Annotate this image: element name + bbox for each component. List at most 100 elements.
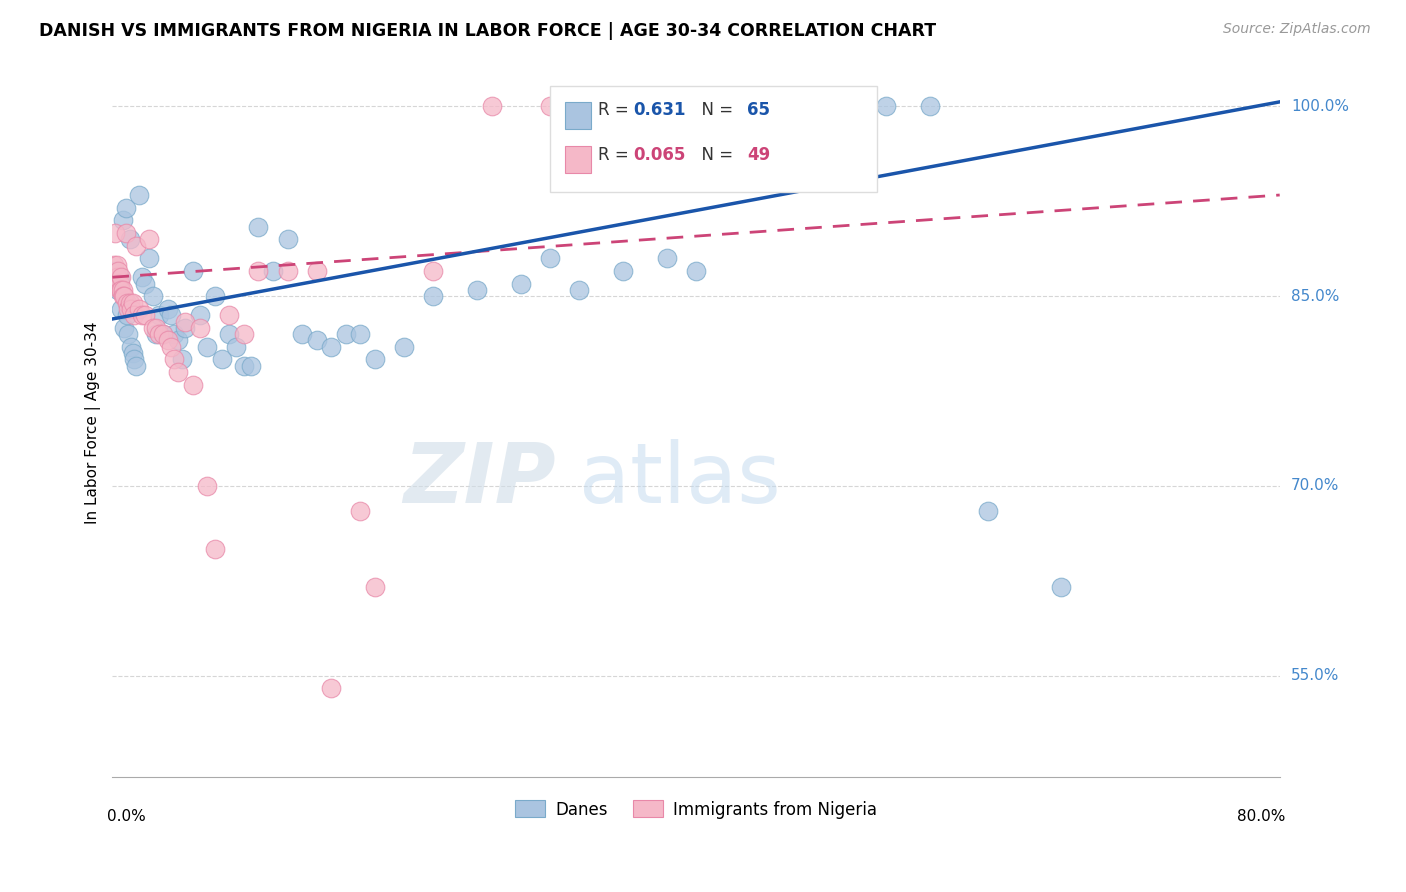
Point	[394, 340, 416, 354]
Point	[125, 359, 148, 373]
Point	[247, 264, 270, 278]
Point	[124, 352, 146, 367]
Text: 49: 49	[748, 146, 770, 164]
Point	[104, 264, 127, 278]
Point	[159, 340, 181, 354]
Point	[152, 327, 174, 342]
Point	[188, 308, 211, 322]
Point	[364, 352, 387, 367]
Point	[108, 283, 131, 297]
Point	[145, 327, 167, 342]
Point	[174, 314, 197, 328]
Text: 70.0%: 70.0%	[1291, 478, 1339, 493]
Point	[105, 258, 128, 272]
Point	[918, 99, 941, 113]
Text: atlas: atlas	[579, 439, 782, 520]
Point	[134, 277, 156, 291]
Point	[115, 308, 138, 322]
Text: DANISH VS IMMIGRANTS FROM NIGERIA IN LABOR FORCE | AGE 30-34 CORRELATION CHART: DANISH VS IMMIGRANTS FROM NIGERIA IN LAB…	[39, 22, 936, 40]
Text: 0.0%: 0.0%	[107, 809, 145, 823]
Point	[510, 277, 533, 291]
Point	[112, 321, 135, 335]
Point	[538, 252, 561, 266]
Point	[152, 327, 174, 342]
Text: 65: 65	[748, 101, 770, 119]
Point	[364, 580, 387, 594]
Point	[117, 301, 139, 316]
Point	[211, 352, 233, 367]
Point	[481, 99, 503, 113]
Point	[138, 252, 160, 266]
Point	[232, 359, 254, 373]
Point	[218, 308, 240, 322]
Point	[163, 327, 186, 342]
Text: R =: R =	[598, 101, 634, 119]
Point	[174, 321, 197, 335]
Point	[148, 308, 170, 322]
Text: 0.631: 0.631	[633, 101, 686, 119]
Point	[105, 270, 128, 285]
Text: N =: N =	[692, 101, 738, 119]
Point	[121, 346, 143, 360]
Point	[118, 295, 141, 310]
Text: N =: N =	[692, 146, 738, 164]
Bar	[565, 146, 591, 173]
Point	[612, 264, 634, 278]
Point	[321, 340, 343, 354]
Point	[145, 321, 167, 335]
Point	[128, 188, 150, 202]
Point	[114, 201, 136, 215]
Point	[655, 252, 678, 266]
Point	[120, 301, 142, 316]
Point	[685, 264, 707, 278]
Point	[142, 321, 165, 335]
Point	[111, 289, 134, 303]
Point	[232, 327, 254, 342]
Point	[115, 295, 138, 310]
Point	[181, 377, 204, 392]
Point	[125, 238, 148, 252]
Point	[117, 327, 139, 342]
Text: ZIP: ZIP	[404, 439, 555, 520]
Point	[291, 327, 314, 342]
Point	[107, 283, 129, 297]
Point	[134, 308, 156, 322]
Point	[188, 321, 211, 335]
Point	[1050, 580, 1073, 594]
Point	[335, 327, 357, 342]
Point	[181, 264, 204, 278]
Text: 55.0%: 55.0%	[1291, 668, 1339, 683]
Point	[349, 327, 371, 342]
FancyBboxPatch shape	[550, 87, 877, 193]
Text: R =: R =	[598, 146, 634, 164]
Text: 0.065: 0.065	[633, 146, 685, 164]
Point	[538, 99, 561, 113]
Point	[110, 283, 132, 297]
Point	[875, 99, 897, 113]
Point	[103, 258, 125, 272]
Point	[568, 283, 591, 297]
Text: 100.0%: 100.0%	[1291, 99, 1348, 114]
Point	[114, 226, 136, 240]
Point	[204, 289, 226, 303]
Point	[118, 232, 141, 246]
Point	[110, 270, 132, 285]
Text: 85.0%: 85.0%	[1291, 289, 1339, 303]
Point	[172, 352, 194, 367]
Point	[159, 308, 181, 322]
Point	[112, 289, 135, 303]
Point	[110, 301, 132, 316]
Y-axis label: In Labor Force | Age 30-34: In Labor Force | Age 30-34	[86, 321, 101, 524]
Point	[744, 99, 766, 113]
Point	[163, 352, 186, 367]
Point	[128, 301, 150, 316]
Text: 80.0%: 80.0%	[1237, 809, 1285, 823]
Point	[167, 365, 190, 379]
Text: Source: ZipAtlas.com: Source: ZipAtlas.com	[1223, 22, 1371, 37]
Point	[111, 213, 134, 227]
Point	[121, 295, 143, 310]
Point	[195, 340, 218, 354]
Point	[977, 504, 1000, 518]
Point	[167, 334, 190, 348]
Point	[131, 308, 153, 322]
